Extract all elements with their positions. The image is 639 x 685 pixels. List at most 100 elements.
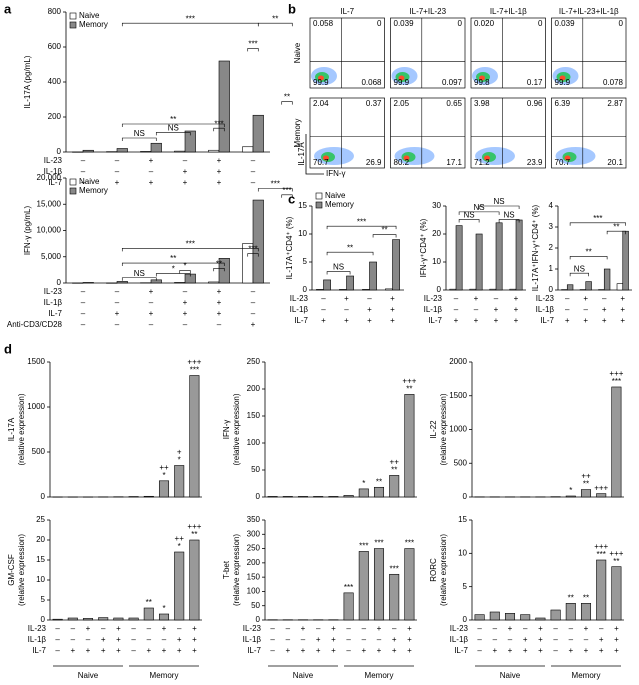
panel-label: c [288, 191, 295, 206]
bar [565, 495, 576, 498]
quadrant-value: 2.04 [313, 99, 329, 108]
condition-sign: + [474, 316, 479, 325]
y-tick-label: 200 [48, 112, 62, 121]
significance: *** [248, 245, 257, 254]
bar [580, 489, 592, 498]
bracket [326, 271, 351, 275]
legend-swatch [315, 201, 323, 209]
condition-sign: + [514, 316, 519, 325]
column-label: IL-7+IL-1β [490, 7, 527, 16]
y-axis-label: RORC [429, 558, 438, 582]
bar [328, 496, 339, 498]
condition-sign: – [553, 635, 558, 644]
condition-sign: + [217, 156, 222, 165]
bracket [478, 205, 520, 209]
bar [297, 496, 309, 498]
condition-sign: – [251, 156, 256, 165]
significance: ++ [159, 463, 169, 472]
bar [113, 617, 124, 621]
bracket [247, 48, 259, 52]
bar [150, 142, 162, 153]
condition-sign: – [217, 320, 222, 329]
bar [242, 146, 254, 153]
bar [385, 288, 393, 291]
legend-swatch [315, 192, 323, 200]
condition-sign: – [183, 156, 188, 165]
y-tick-label: 250 [247, 544, 261, 553]
condition-sign: + [217, 287, 222, 296]
condition-sign: + [70, 646, 75, 655]
bracket [155, 132, 191, 136]
condition-sign: + [614, 624, 619, 633]
y-tick-label: 10 [458, 548, 467, 557]
condition-sign: + [361, 646, 366, 655]
bar [158, 480, 170, 498]
condition-sign: – [602, 294, 607, 303]
condition-sign: + [514, 294, 519, 303]
condition-sign: + [301, 624, 306, 633]
significance: *** [359, 542, 368, 551]
y-tick-label: 0 [463, 615, 468, 624]
bar [208, 149, 220, 153]
condition-name: IL-23 [28, 624, 47, 633]
condition-name: IL-7 [247, 646, 261, 655]
condition-sign: – [115, 320, 120, 329]
y-tick-label: 1000 [449, 425, 467, 434]
y-tick-label: 20,000 [37, 173, 62, 182]
bar [495, 222, 503, 291]
y-tick-label: 15 [36, 555, 45, 564]
condition-sign: – [346, 624, 351, 633]
density [403, 155, 410, 161]
condition-sign: – [149, 167, 154, 176]
y-tick-label: 0 [57, 147, 62, 156]
y-tick-label: 5 [41, 595, 46, 604]
bar [174, 150, 186, 153]
bracket [121, 277, 157, 281]
significance: ++ [175, 534, 185, 543]
quadrant-value: 0.097 [442, 78, 463, 87]
condition-sign: – [569, 624, 574, 633]
bar [509, 288, 517, 291]
y-tick-label: 0 [256, 492, 261, 501]
significance: *** [186, 14, 195, 23]
condition-sign: – [477, 624, 482, 633]
condition-name: IL-23 [290, 294, 309, 303]
y-tick-label: 15,000 [37, 199, 62, 208]
bar [52, 618, 63, 621]
y-tick-label: 50 [251, 601, 260, 610]
condition-sign: – [286, 635, 291, 644]
significance: *** [593, 214, 602, 223]
condition-sign: + [116, 635, 121, 644]
condition-sign: + [602, 305, 607, 314]
y-axis-label: IL-17A [7, 417, 16, 441]
condition-sign: – [251, 287, 256, 296]
condition-sign: + [390, 294, 395, 303]
condition-sign: – [301, 635, 306, 644]
condition-sign: – [493, 635, 498, 644]
bar [475, 233, 483, 291]
bar [82, 282, 94, 284]
condition-sign: – [81, 298, 86, 307]
condition-name: IL-7 [294, 316, 308, 325]
y-tick-label: 10,000 [37, 226, 62, 235]
condition-sign: + [192, 646, 197, 655]
y-tick-label: 10 [36, 575, 45, 584]
y-tick-label: 350 [247, 515, 261, 524]
bracket [257, 22, 293, 27]
condition-sign: – [183, 320, 188, 329]
bar [358, 551, 369, 621]
condition-sign: + [377, 646, 382, 655]
condition-sign: – [251, 309, 256, 318]
condition-sign: + [316, 646, 321, 655]
condition-sign: + [149, 309, 154, 318]
significance: ** [272, 14, 278, 23]
y-tick-label: 0 [41, 492, 46, 501]
significance: *** [344, 583, 353, 592]
bar [535, 617, 546, 621]
condition-sign: – [286, 624, 291, 633]
condition-sign: + [407, 624, 412, 633]
quadrant-value: 80.2 [394, 158, 410, 167]
bar [252, 199, 264, 284]
significance: *** [405, 539, 414, 548]
condition-sign: – [86, 635, 91, 644]
